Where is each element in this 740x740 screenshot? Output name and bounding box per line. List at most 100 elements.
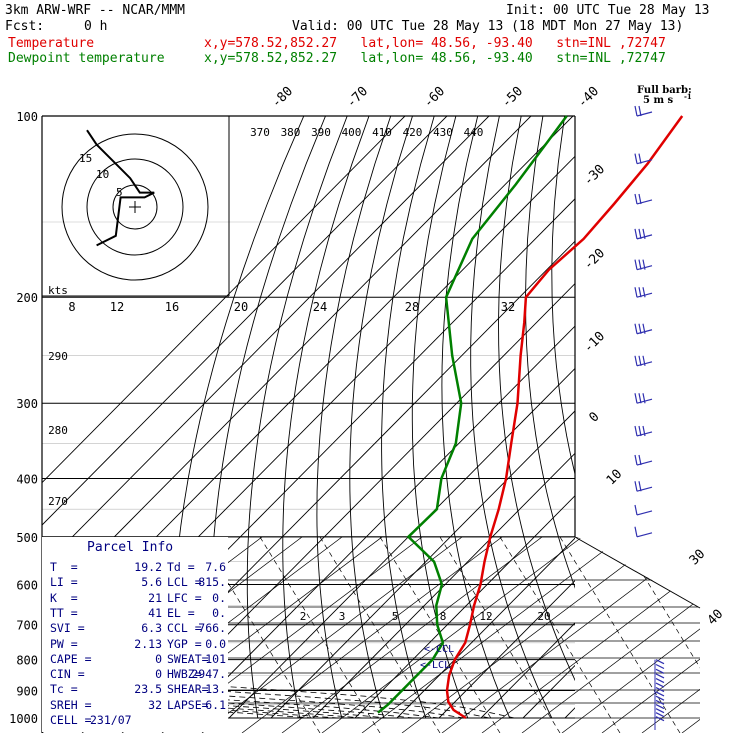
lower-mixing [319, 537, 441, 733]
lower-mixing [379, 537, 501, 733]
temperature-location: x,y=578.52,852.27 lat,lon= 48.56, -93.40… [204, 36, 666, 51]
wind-barb [655, 686, 665, 693]
dry-adiabat [498, 116, 575, 682]
parcel-param-label: SVI = [50, 621, 85, 636]
isotherm [42, 116, 406, 484]
wind-barb [636, 111, 653, 117]
lcl-marker: <-LCL [420, 660, 450, 671]
lower-mixing [619, 537, 700, 733]
wind-barb-feather [634, 153, 638, 164]
dry-adiabat [695, 116, 740, 718]
mixing-ratio-label: 16 [165, 300, 179, 314]
wind-barb-feather [634, 481, 638, 492]
dry-adiabat [316, 116, 392, 719]
theta-e-label: 420 [403, 126, 423, 139]
isotherm-tick-label: 40 [705, 607, 727, 629]
dry-adiabat [626, 116, 740, 718]
isotherm [396, 537, 575, 719]
isotherm-tick-label: -40 [575, 84, 602, 111]
wind-barb-feather [634, 355, 638, 366]
lower-isotherm [681, 537, 700, 733]
hodograph-ring [61, 133, 209, 281]
parcel-param-label: LCL = [167, 575, 202, 590]
parcel-info-panel: Parcel Info T = 19.2 Td = 7.6 LI = 5.6 LCL = 81… [42, 537, 228, 732]
lower-mixing [439, 537, 561, 733]
parcel-param-label: EL = [167, 605, 195, 620]
wind-barb [655, 708, 665, 714]
dry-adiabat [381, 116, 435, 719]
dry-adiabat [650, 116, 740, 718]
theta-e-label: 380 [281, 126, 301, 139]
parcel-param-label: T = [50, 560, 78, 574]
lower-isotherm [361, 537, 623, 733]
pressure-tick-label: 500 [16, 531, 38, 545]
pressure-tick-label: 800 [16, 654, 38, 668]
isotherm-tick-label: 30 [687, 547, 709, 569]
lower-isotherm [641, 537, 700, 733]
wind-barb [655, 673, 665, 679]
parcel-param-value: 23.5 [134, 682, 162, 697]
parcel-param-value: 231/07 [90, 713, 132, 727]
isotherm-tick-label: -10 [581, 329, 608, 356]
hodograph-ring-label: 5 [116, 186, 123, 199]
isotherm-tick-label: -20 [581, 246, 608, 273]
dewpoint-trace [377, 115, 568, 714]
lower-isotherm [0, 537, 22, 733]
wind-barb-feather [638, 323, 642, 334]
dewpoint-location: x,y=578.52,852.27 lat,lon= 48.56, -93.40… [204, 51, 666, 66]
isotherm [438, 579, 575, 719]
parcel-param-label: LI = [50, 575, 78, 590]
lower-isotherm [722, 537, 740, 733]
lower-isotherm [281, 537, 543, 733]
theta-e-label: 370 [250, 126, 270, 139]
wind-barb-feather [642, 259, 646, 270]
wind-barb-feather [638, 105, 642, 117]
parcel-param-value: 13. [205, 682, 226, 697]
mixing-ratio-label: 8 [68, 300, 75, 314]
parcel-param-value: 7.6 [205, 560, 226, 574]
hodograph-ring-label: 15 [79, 152, 92, 165]
theta-e-label: 400 [342, 126, 362, 139]
theta-label: 270 [48, 495, 68, 508]
parcel-param-label: SHEAR= [167, 682, 209, 697]
parcel-param-value: 0. [212, 590, 226, 605]
parcel-param-value: 2.13 [134, 636, 162, 651]
wind-barb-feather [638, 228, 642, 239]
wind-barb [636, 486, 653, 492]
wind-barb-feather [634, 393, 638, 404]
wind-barb [655, 668, 665, 674]
wind-barb-feather [642, 287, 646, 298]
wind-barb-feather [638, 454, 642, 466]
parcel-info-title: Parcel Info [87, 540, 174, 555]
theta-e-label: 390 [311, 126, 331, 139]
parcel-param-label: CELL = [50, 713, 92, 727]
barb-legend-value: 5 m s [643, 95, 674, 106]
lower-mixing [259, 537, 381, 733]
parcel-param-value: 766. [198, 621, 226, 636]
parcel-param-label: YGP = [167, 636, 202, 651]
wind-barb-feather [638, 259, 642, 270]
isotherm-tick-label: -60 [421, 84, 448, 111]
wind-barb-feather [634, 323, 638, 334]
mixing-ratio-label: 20 [234, 300, 248, 314]
isotherm [228, 367, 575, 719]
wind-barb-feather [634, 228, 638, 239]
wind-barb-feather [634, 287, 638, 298]
dry-adiabat [602, 116, 740, 718]
parcel-param-label: SWEAT= [167, 651, 209, 666]
wind-barb-feather [634, 504, 638, 516]
parcel-param-label: TT = [50, 605, 78, 620]
valid-time: Valid: 00 UTC Tue 28 May 13 (18 MDT Mon … [292, 19, 684, 34]
parcel-param-label: Tc = [50, 682, 78, 697]
wind-barb-feather [642, 323, 646, 334]
wind-barb-feather [638, 193, 642, 205]
wind-barb [655, 659, 665, 665]
mixing-ratio-label: 12 [110, 300, 124, 314]
wind-barb-feather [634, 259, 638, 270]
dry-adiabat [717, 116, 740, 718]
lower-frame [574, 536, 701, 609]
parcel-param-label: LAPSE= [167, 697, 209, 712]
sounding-traces [377, 115, 684, 720]
theta-label: 290 [48, 350, 68, 363]
isotherm [42, 116, 448, 526]
